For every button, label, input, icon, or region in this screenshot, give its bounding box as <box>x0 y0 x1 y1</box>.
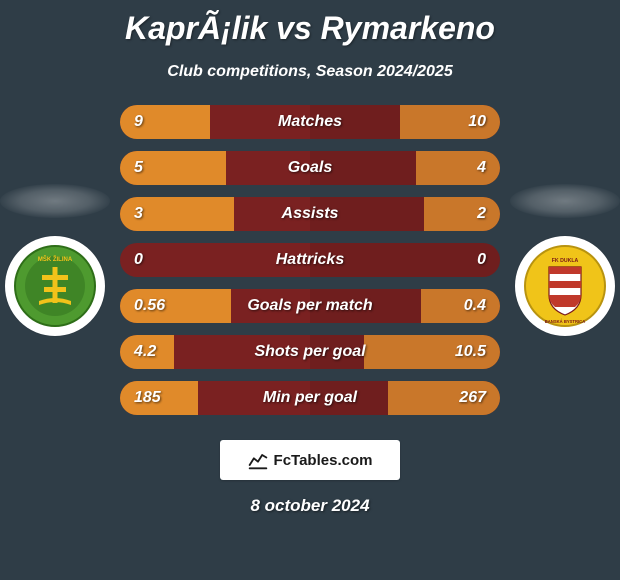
svg-text:FK DUKLA: FK DUKLA <box>552 258 579 264</box>
fctables-icon <box>248 450 268 470</box>
right-side: FK DUKLA BANSKÁ BYSTRICA <box>510 184 620 336</box>
stat-right-value: 0 <box>477 243 486 277</box>
page: KaprÃ¡lik vs Rymarkeno Club competitions… <box>0 0 620 580</box>
halo-right <box>510 184 620 218</box>
stat-right-value: 0.4 <box>464 289 486 323</box>
stats-list: 9Matches10 5Goals4 3Assists2 0Hattricks0 0.5… <box>120 105 500 415</box>
content-row: MŠK ŽILINA 9Matches10 5Goals4 3Assists2 0Ha… <box>0 105 620 415</box>
stat-bg-right <box>310 243 500 277</box>
zilina-crest-icon: MŠK ŽILINA <box>14 245 96 327</box>
brand-logo: FcTables.com <box>220 440 400 480</box>
stat-left-value: 4.2 <box>134 335 156 369</box>
stat-bar: 4.2Shots per goal10.5 <box>120 335 500 369</box>
footer-date: 8 october 2024 <box>0 496 620 516</box>
stat-right-value: 10.5 <box>455 335 486 369</box>
stat-right-value: 2 <box>477 197 486 231</box>
stat-left-value: 185 <box>134 381 161 415</box>
stat-bar: 0.56Goals per match0.4 <box>120 289 500 323</box>
stat-fill-right <box>416 151 500 185</box>
stat-right-value: 10 <box>468 105 486 139</box>
stat-left-value: 5 <box>134 151 143 185</box>
stat-bg-left <box>120 243 310 277</box>
stat-left-value: 3 <box>134 197 143 231</box>
halo-left <box>0 184 110 218</box>
stat-bar: 9Matches10 <box>120 105 500 139</box>
page-title: KaprÃ¡lik vs Rymarkeno <box>0 0 620 47</box>
stat-right-value: 4 <box>477 151 486 185</box>
stat-left-value: 9 <box>134 105 143 139</box>
stat-bar: 185Min per goal267 <box>120 381 500 415</box>
stat-bar: 5Goals4 <box>120 151 500 185</box>
subtitle: Club competitions, Season 2024/2025 <box>0 63 620 81</box>
stat-bar: 0Hattricks0 <box>120 243 500 277</box>
stat-left-value: 0 <box>134 243 143 277</box>
team-left-badge: MŠK ŽILINA <box>5 236 105 336</box>
brand-text: FcTables.com <box>274 452 373 469</box>
stat-bar: 3Assists2 <box>120 197 500 231</box>
svg-text:BANSKÁ BYSTRICA: BANSKÁ BYSTRICA <box>545 319 585 324</box>
stat-fill-right <box>421 289 500 323</box>
stat-right-value: 267 <box>459 381 486 415</box>
stat-fill-right <box>424 197 500 231</box>
team-right-badge: FK DUKLA BANSKÁ BYSTRICA <box>515 236 615 336</box>
dukla-crest-icon: FK DUKLA BANSKÁ BYSTRICA <box>524 245 606 327</box>
left-side: MŠK ŽILINA <box>0 184 110 336</box>
svg-text:MŠK ŽILINA: MŠK ŽILINA <box>38 255 73 263</box>
stat-left-value: 0.56 <box>134 289 165 323</box>
